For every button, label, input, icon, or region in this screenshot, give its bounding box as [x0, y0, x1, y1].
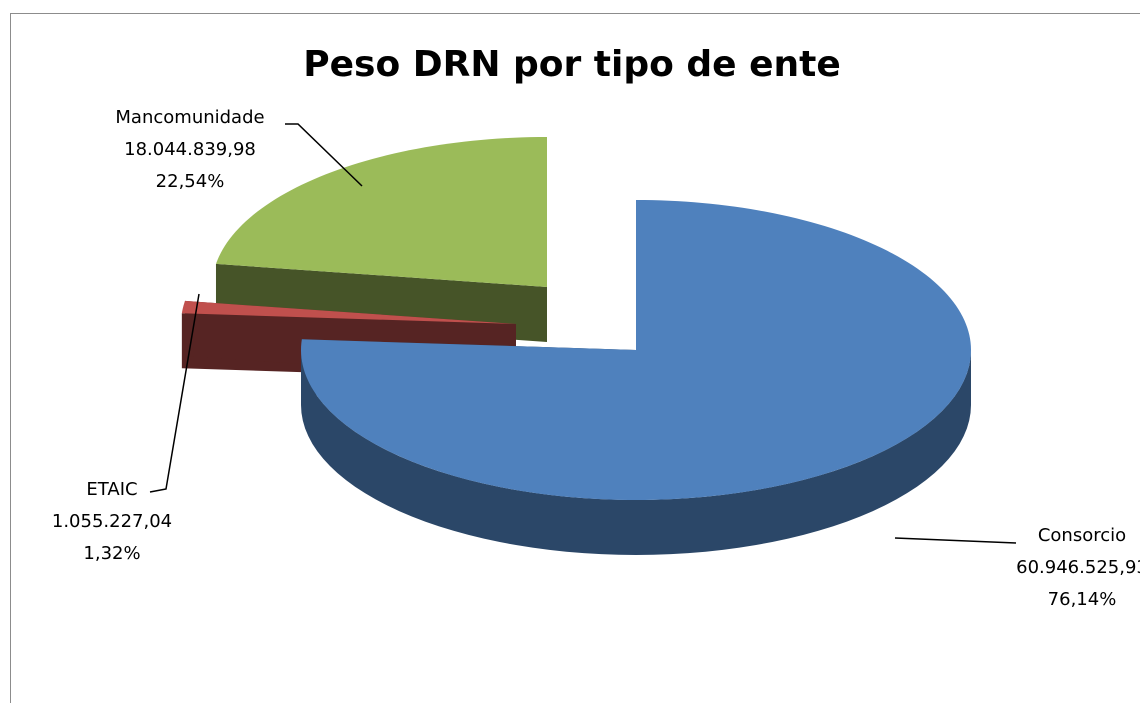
leader-line — [894, 537, 1017, 544]
leader-line — [285, 123, 363, 187]
value-label: 18.044.839,98 — [124, 139, 256, 160]
slice-label: Consorcio — [1038, 525, 1126, 546]
percent-label: 22,54% — [156, 171, 225, 192]
slice-label: ETAIC — [86, 479, 137, 500]
chart-title: Peso DRN por tipo de ente — [303, 44, 841, 85]
percent-label: 1,32% — [83, 543, 140, 564]
slice — [215, 137, 547, 287]
slice — [301, 200, 971, 500]
value-label: 1.055.227,04 — [52, 511, 172, 532]
leader-line — [149, 293, 200, 493]
slice — [181, 300, 516, 324]
slice-side — [301, 350, 971, 555]
percent-label: 76,14% — [1048, 589, 1117, 610]
slice-label: Mancomunidade — [115, 107, 264, 128]
value-label: 60.946.525,93 — [1016, 557, 1140, 578]
